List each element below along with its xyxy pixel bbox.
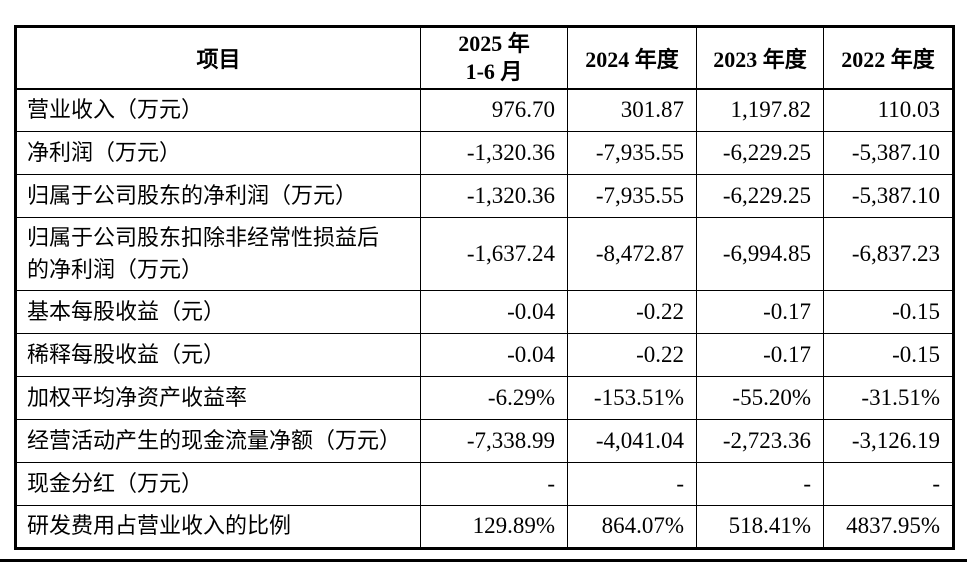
cell-value: -55.20% <box>696 375 824 420</box>
row-label: 归属于公司股东扣除非经常性损益后 的净利润（万元） <box>15 217 421 291</box>
cell-value: 864.07% <box>567 504 697 549</box>
cell-value: 4837.95% <box>823 504 954 549</box>
cell-value: -7,935.55 <box>567 174 697 218</box>
cell-value: -5,387.10 <box>823 131 954 175</box>
table-row: 归属于公司股东扣除非经常性损益后 的净利润（万元） -1,637.24 -8,4… <box>15 217 954 291</box>
row-label: 营业收入（万元） <box>15 88 421 132</box>
table-row: 现金分红（万元） - - - - <box>15 461 954 506</box>
cell-value: 518.41% <box>696 504 824 549</box>
row-label: 加权平均净资产收益率 <box>15 375 421 420</box>
cell-value: -6,994.85 <box>696 217 824 291</box>
cell-value: -1,320.36 <box>420 131 568 175</box>
cell-value: -31.51% <box>823 375 954 420</box>
cell-value: - <box>567 461 697 506</box>
col-header-2022: 2022 年度 <box>823 26 954 90</box>
table-row: 净利润（万元） -1,320.36 -7,935.55 -6,229.25 -5… <box>15 131 954 175</box>
cell-value: -6,229.25 <box>696 131 824 175</box>
cell-value: -7,338.99 <box>420 418 568 463</box>
col-header-2025-line1: 2025 年 <box>458 31 530 57</box>
cell-value: -0.15 <box>823 289 954 334</box>
row-label: 研发费用占营业收入的比例 <box>15 504 421 549</box>
cell-value: -8,472.87 <box>567 217 697 291</box>
col-header-2024: 2024 年度 <box>567 26 697 90</box>
row-label: 现金分红（万元） <box>15 461 421 506</box>
cell-value: -0.22 <box>567 332 697 377</box>
table-row: 经营活动产生的现金流量净额（万元） -7,338.99 -4,041.04 -2… <box>15 418 954 463</box>
row-label: 净利润（万元） <box>15 131 421 175</box>
col-header-item: 项目 <box>15 26 421 90</box>
cell-value: -0.04 <box>420 332 568 377</box>
cell-value: -1,637.24 <box>420 217 568 291</box>
cell-value: - <box>420 461 568 506</box>
cell-value: -0.17 <box>696 332 824 377</box>
table-row: 稀释每股收益（元） -0.04 -0.22 -0.17 -0.15 <box>15 332 954 377</box>
col-header-2025-h1: 2025 年 1-6 月 <box>420 26 568 90</box>
table-row: 研发费用占营业收入的比例 129.89% 864.07% 518.41% 483… <box>15 504 954 549</box>
cell-value: -7,935.55 <box>567 131 697 175</box>
cell-value: -6,229.25 <box>696 174 824 218</box>
col-header-2023: 2023 年度 <box>696 26 824 90</box>
col-header-2025-line2: 1-6 月 <box>465 58 523 84</box>
financial-summary-table: 项目 2025 年 1-6 月 2024 年度 2023 年度 2022 年度 … <box>14 25 955 550</box>
cell-value: -0.17 <box>696 289 824 334</box>
cell-value: -3,126.19 <box>823 418 954 463</box>
cell-value: - <box>696 461 824 506</box>
cell-value: 110.03 <box>823 88 954 132</box>
table-row: 营业收入（万元） 976.70 301.87 1,197.82 110.03 <box>15 88 954 132</box>
cell-value: -0.22 <box>567 289 697 334</box>
cell-value: 129.89% <box>420 504 568 549</box>
header-row: 项目 2025 年 1-6 月 2024 年度 2023 年度 2022 年度 <box>15 26 954 90</box>
cell-value: -1,320.36 <box>420 174 568 218</box>
row-label: 稀释每股收益（元） <box>15 332 421 377</box>
cell-value: -0.04 <box>420 289 568 334</box>
cell-value: -6,837.23 <box>823 217 954 291</box>
cell-value: -6.29% <box>420 375 568 420</box>
table-row: 归属于公司股东的净利润（万元） -1,320.36 -7,935.55 -6,2… <box>15 174 954 218</box>
cell-value: 1,197.82 <box>696 88 824 132</box>
cell-value: -153.51% <box>567 375 697 420</box>
page-bottom-rule <box>0 559 967 562</box>
cell-value: 976.70 <box>420 88 568 132</box>
cell-value: -4,041.04 <box>567 418 697 463</box>
table-row: 加权平均净资产收益率 -6.29% -153.51% -55.20% -31.5… <box>15 375 954 420</box>
row-label: 归属于公司股东的净利润（万元） <box>15 174 421 218</box>
row-label: 基本每股收益（元） <box>15 289 421 334</box>
cell-value: -5,387.10 <box>823 174 954 218</box>
cell-value: 301.87 <box>567 88 697 132</box>
table-row: 基本每股收益（元） -0.04 -0.22 -0.17 -0.15 <box>15 289 954 334</box>
cell-value: -0.15 <box>823 332 954 377</box>
cell-value: -2,723.36 <box>696 418 824 463</box>
cell-value: - <box>823 461 954 506</box>
row-label: 经营活动产生的现金流量净额（万元） <box>15 418 421 463</box>
